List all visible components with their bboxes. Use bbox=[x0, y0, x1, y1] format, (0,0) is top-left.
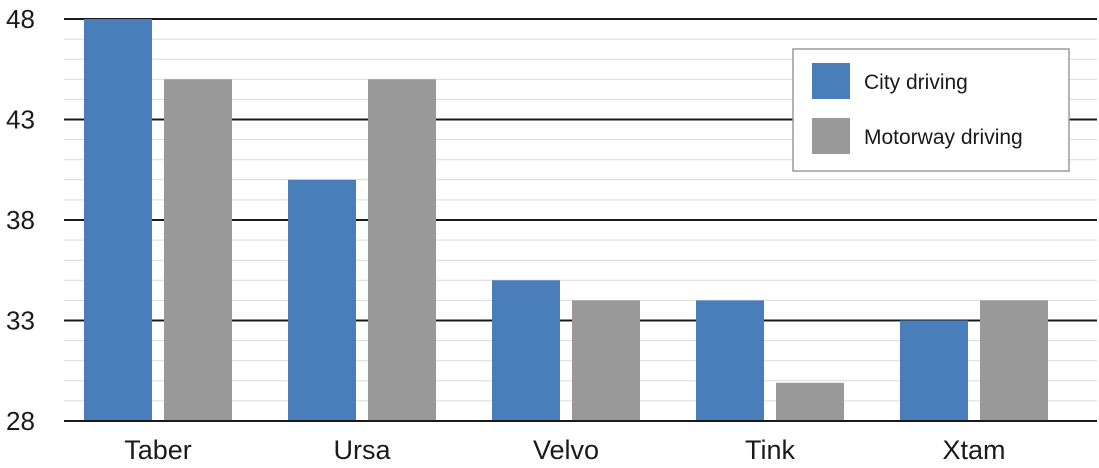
y-tick-label: 33 bbox=[6, 306, 35, 336]
legend: City driving Motorway driving bbox=[792, 48, 1070, 172]
y-tick-label: 48 bbox=[6, 4, 35, 34]
x-category-label: Xtam bbox=[942, 435, 1005, 465]
bar-taber-motorway-driving bbox=[164, 79, 232, 422]
bar-taber-city-driving bbox=[84, 19, 152, 421]
legend-label: Motorway driving bbox=[864, 126, 1023, 149]
legend-label: City driving bbox=[864, 71, 968, 94]
x-category-label: Taber bbox=[124, 435, 192, 465]
bar-xtam-motorway-driving bbox=[980, 300, 1048, 421]
y-tick-label: 38 bbox=[6, 205, 35, 235]
bar-ursa-city-driving bbox=[288, 179, 356, 421]
bar-xtam-city-driving bbox=[900, 320, 968, 421]
y-tick-label: 28 bbox=[6, 406, 35, 436]
x-category-label: Velvo bbox=[533, 435, 599, 465]
legend-swatch bbox=[812, 63, 850, 99]
bar-ursa-motorway-driving bbox=[368, 79, 436, 422]
x-axis-category-labels: Taber Ursa Velvo Tink Xtam bbox=[124, 435, 1005, 465]
bars bbox=[84, 19, 1048, 422]
legend-swatch bbox=[812, 118, 850, 154]
y-tick-label: 43 bbox=[6, 105, 35, 135]
x-category-label: Ursa bbox=[333, 435, 391, 465]
bar-tink-city-driving bbox=[696, 300, 764, 421]
bar-velvo-city-driving bbox=[492, 280, 560, 421]
y-axis-tick-labels: 28 33 38 43 48 bbox=[6, 4, 35, 436]
bar-tink-motorway-driving bbox=[776, 382, 844, 421]
bar-velvo-motorway-driving bbox=[572, 300, 640, 421]
x-category-label: Tink bbox=[745, 435, 796, 465]
